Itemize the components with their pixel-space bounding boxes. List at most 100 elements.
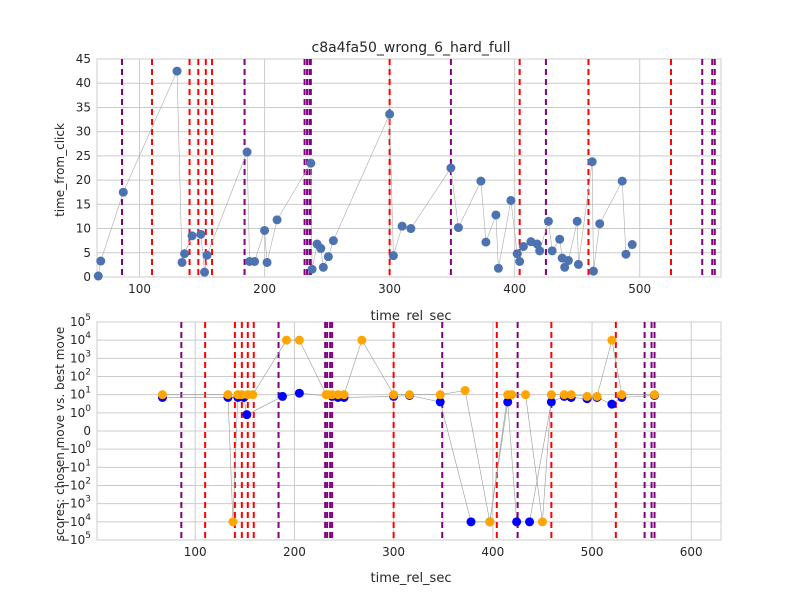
top-data-point — [323, 252, 333, 262]
bottom-series-1-point — [435, 390, 445, 400]
bottom-y-tick-label: −101 — [60, 458, 91, 474]
top-data-point — [200, 267, 210, 277]
top-data-point — [491, 210, 501, 220]
top-plot-area: 0 5 10 15 20 25 30 35 40 45 100 200 300 400 500 — [76, 52, 722, 296]
bottom-y-tick-label: −104 — [60, 513, 91, 529]
bottom-x-tick-label: 400 — [481, 545, 504, 559]
bottom-x-tick-label: 100 — [184, 545, 207, 559]
chart-title: c8a4fa50_wrong_6_hard_full — [312, 40, 511, 56]
top-data-point — [250, 256, 260, 266]
bottom-y-axis-label: scores: chosen move vs. best move — [53, 327, 67, 542]
bottom-series-0-point — [512, 517, 522, 527]
top-data-point — [202, 250, 212, 260]
top-data-point — [318, 262, 328, 272]
top-data-point — [93, 271, 103, 281]
top-data-point — [493, 263, 503, 273]
bottom-series-1-point — [546, 390, 556, 400]
bottom-y-tick-label: 104 — [70, 331, 91, 347]
bottom-y-tick-label: 101 — [70, 386, 91, 402]
bottom-series-0-point — [546, 397, 556, 407]
top-data-point — [627, 240, 637, 250]
top-data-point — [172, 66, 182, 76]
top-data-point — [587, 157, 597, 167]
bottom-series-0-point — [278, 391, 288, 401]
bottom-series-1-point — [566, 390, 576, 400]
top-y-tick-label: 40 — [76, 76, 91, 90]
bottom-y-tick-label: 105 — [70, 313, 91, 329]
bottom-series-1-point — [485, 517, 495, 527]
top-data-point — [518, 241, 528, 251]
top-data-point — [506, 195, 516, 205]
bottom-series-1-point — [404, 390, 414, 400]
bottom-series-1-point — [248, 390, 258, 400]
top-data-point — [388, 251, 398, 261]
bottom-series-1-point — [281, 335, 291, 345]
bottom-series-1-point — [157, 390, 167, 400]
top-y-tick-label: 30 — [76, 125, 91, 139]
top-x-tick-label: 200 — [253, 282, 276, 296]
top-y-tick-label: 5 — [83, 246, 91, 260]
top-y-tick-label: 10 — [76, 222, 91, 236]
top-x-tick-label: 300 — [378, 282, 401, 296]
bottom-series-1-point — [607, 335, 617, 345]
top-data-point — [177, 257, 187, 267]
bottom-series-1-point — [559, 390, 569, 400]
top-data-point — [328, 236, 338, 246]
bottom-series-1-point — [650, 390, 660, 400]
top-data-point — [547, 246, 557, 256]
top-data-point — [316, 243, 326, 253]
bottom-x-axis-label: time_rel_sec — [371, 571, 452, 586]
bottom-series-1-point — [537, 517, 547, 527]
bottom-series-1-point — [223, 390, 233, 400]
top-data-point — [555, 234, 565, 244]
bottom-series-1-point — [507, 390, 517, 400]
top-y-tick-label: 0 — [83, 270, 91, 284]
bottom-series-1-point — [617, 390, 627, 400]
top-data-point — [543, 216, 553, 226]
top-data-point — [588, 266, 598, 276]
top-y-tick-label: 20 — [76, 173, 91, 187]
bottom-plot-area: 105 104 103 102 101 100 0 −100 −101 −102 −103 −104 −… — [60, 313, 722, 559]
bottom-series-0-point — [435, 397, 445, 407]
top-y-tick-label: 15 — [76, 197, 91, 211]
bottom-x-tick-label: 200 — [283, 545, 306, 559]
top-y-tick-label: 45 — [76, 52, 91, 66]
bottom-x-tick-label: 500 — [581, 545, 604, 559]
top-x-tick-label: 500 — [628, 282, 651, 296]
top-y-tick-label: 35 — [76, 100, 91, 114]
top-data-point — [180, 249, 190, 259]
top-data-point — [481, 237, 491, 247]
top-y-axis-label: time_from_click — [53, 123, 67, 217]
top-data-point — [242, 147, 252, 157]
bottom-series-1-point — [228, 517, 238, 527]
bottom-series-0-point — [525, 517, 535, 527]
top-data-point — [476, 176, 486, 186]
top-data-point — [573, 259, 583, 269]
top-data-point — [307, 264, 317, 274]
bottom-series-1-point — [521, 390, 531, 400]
top-data-point — [532, 239, 542, 249]
bottom-series-0-point — [294, 388, 304, 398]
bottom-y-tick-label: −105 — [60, 531, 91, 547]
top-data-point — [563, 256, 573, 266]
bottom-y-tick-label: −100 — [60, 440, 91, 456]
bottom-y-tick-label: 103 — [70, 349, 91, 365]
top-data-point — [118, 187, 128, 197]
top-data-point — [515, 256, 525, 266]
top-data-point — [260, 225, 270, 235]
bottom-y-tick-label: −102 — [60, 477, 91, 493]
top-data-point — [397, 221, 407, 231]
top-data-point — [572, 216, 582, 226]
top-data-point — [446, 163, 456, 173]
bottom-y-tick-label: −103 — [60, 495, 91, 511]
top-x-axis-label: time_rel_sec — [371, 309, 452, 324]
top-data-point — [272, 215, 282, 225]
top-y-tick-label: 25 — [76, 149, 91, 163]
top-data-point — [306, 158, 316, 168]
bottom-y-tick-label: 0 — [83, 424, 91, 438]
bottom-series-1-point — [389, 390, 399, 400]
top-data-point — [385, 109, 395, 119]
top-data-point — [617, 176, 627, 186]
bottom-series-1-point — [592, 391, 602, 401]
